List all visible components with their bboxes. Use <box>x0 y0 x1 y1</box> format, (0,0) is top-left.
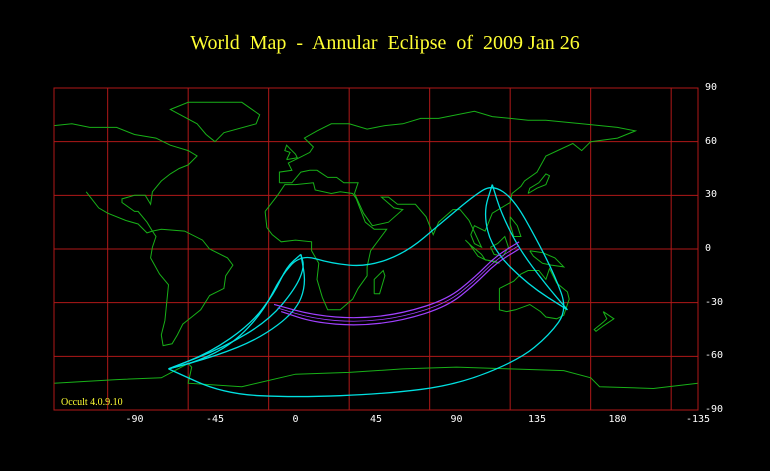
longitude-tick-label: 180 <box>608 414 627 425</box>
coastline-8 <box>529 250 566 268</box>
latitude-tick-label: -30 <box>705 296 724 308</box>
coastline-7 <box>490 235 509 257</box>
coastline-4 <box>498 267 570 320</box>
annular-central-line <box>277 245 520 322</box>
longitude-tick-label: 135 <box>527 414 547 425</box>
annular-path-north-limit <box>273 241 520 319</box>
rise-set-curve-east <box>484 184 568 311</box>
coastline-13 <box>284 144 299 161</box>
latitude-tick-label: 60 <box>705 135 718 147</box>
latitude-tick-label: 0 <box>705 243 712 254</box>
latitude-tick-label: 90 <box>705 82 718 93</box>
coastline-11 <box>593 311 615 332</box>
coastline-0 <box>150 228 234 347</box>
coastlines <box>53 101 699 390</box>
longitude-tick-label: 90 <box>450 414 463 425</box>
longitude-tick-label: 45 <box>369 414 383 425</box>
map-frame <box>53 87 699 411</box>
longitude-tick-label: -90 <box>125 414 144 425</box>
latitude-tick-label: -60 <box>705 350 724 362</box>
coastline-5 <box>465 239 487 261</box>
software-credit: Occult 4.0.9.10 <box>61 397 123 408</box>
rise-set-curve-west <box>168 254 306 370</box>
annular-path-south-limit <box>280 248 520 326</box>
coastline-12 <box>373 269 386 295</box>
coastline-2 <box>264 182 388 311</box>
coastline-1 <box>53 123 198 234</box>
eclipse-curves <box>168 184 568 398</box>
longitude-tick-label: -45 <box>205 414 225 425</box>
max-at-rise-set-west <box>168 254 304 370</box>
latitude-tick-label: -90 <box>705 404 724 415</box>
coastline-10 <box>527 173 551 194</box>
longitude-tick-label: 0 <box>292 414 299 425</box>
graticule <box>54 87 698 411</box>
rise-set-curve-east-inner <box>491 184 568 311</box>
coastline-9 <box>509 216 522 237</box>
coastline-14 <box>169 101 261 143</box>
coastline-15 <box>53 362 699 390</box>
longitude-tick-label: -135 <box>685 414 711 425</box>
latitude-tick-label: 30 <box>705 189 718 201</box>
coastline-3 <box>278 110 638 249</box>
page-title: World Map - Annular Eclipse of 2009 Jan … <box>190 32 580 54</box>
